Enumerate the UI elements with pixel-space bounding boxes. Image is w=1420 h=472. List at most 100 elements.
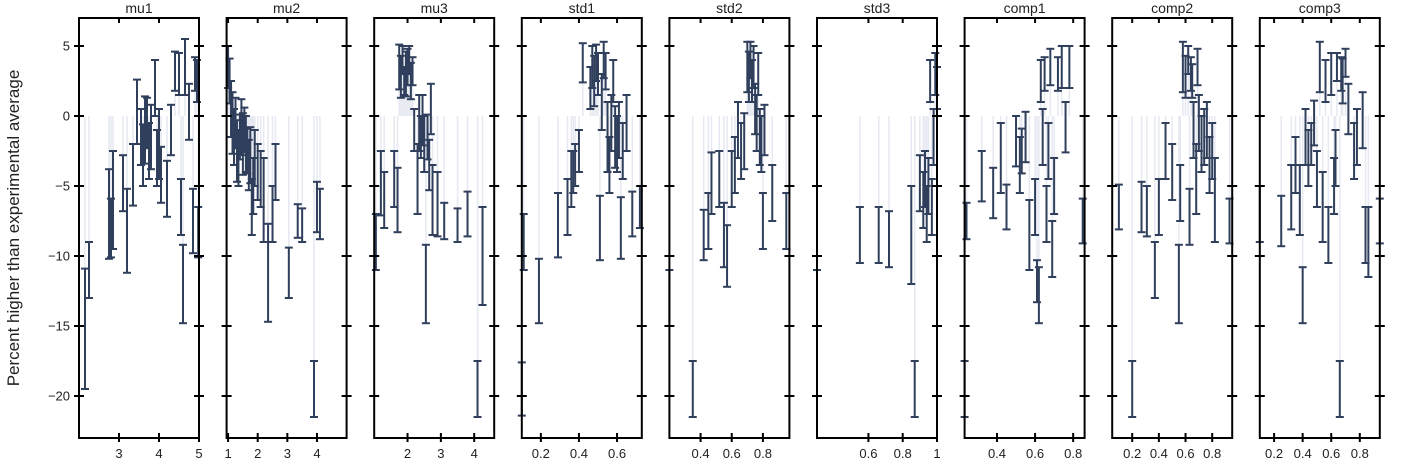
- error-bar: [293, 203, 302, 239]
- x-tick-label: 0.6: [1176, 446, 1194, 461]
- error-bar: [1186, 56, 1195, 92]
- x-tick-label: 5: [195, 446, 202, 461]
- error-bar: [707, 151, 716, 215]
- x-tick-label: 0.4: [1294, 446, 1312, 461]
- error-bar: [478, 206, 487, 306]
- error-bar: [855, 206, 864, 264]
- error-bar: [874, 206, 883, 264]
- error-bar: [109, 150, 117, 250]
- error-bar: [238, 112, 247, 176]
- error-bar: [123, 187, 131, 274]
- error-bar: [1046, 47, 1055, 87]
- error-bar: [433, 171, 442, 238]
- x-tick-label: 0.8: [1203, 446, 1221, 461]
- error-bar: [1031, 178, 1040, 236]
- error-bar: [1287, 164, 1296, 231]
- panel-mu2: 1 2 3 4 mu2: [221, 0, 352, 461]
- error-bar: [440, 201, 449, 241]
- x-tick-label: 0.4: [570, 446, 588, 461]
- error-bar: [1344, 82, 1353, 136]
- error-bar: [595, 194, 604, 262]
- error-bar: [453, 207, 462, 243]
- error-bar: [715, 150, 724, 208]
- error-bar: [1025, 199, 1034, 271]
- error-bar: [428, 164, 437, 236]
- error-bar: [1337, 56, 1346, 92]
- panel-guides: [521, 60, 641, 389]
- x-tick-label: 3: [115, 446, 122, 461]
- error-bar: [758, 192, 767, 250]
- error-bar: [167, 103, 175, 157]
- error-bar: [1036, 59, 1045, 103]
- x-tick-label: 0.8: [754, 446, 772, 461]
- error-bar: [1318, 171, 1327, 243]
- error-bar: [119, 154, 127, 213]
- panel-mu1: 3 4 5 mu1 5 0 −5 −10 −15 −20: [48, 0, 204, 461]
- panel-std1: 0.2 0.4 0.6 std1: [516, 0, 647, 461]
- error-bar: [534, 257, 543, 325]
- error-bar: [310, 360, 319, 418]
- error-bar: [885, 210, 893, 269]
- panel-title: std3: [864, 0, 891, 16]
- error-bar: [1154, 178, 1163, 236]
- panel-frame: [520, 17, 643, 439]
- error-bar: [926, 59, 935, 103]
- error-bar: [571, 143, 580, 187]
- panel-title: mu3: [421, 0, 448, 16]
- x-tick-label: 3: [284, 446, 291, 461]
- error-bar: [371, 213, 380, 271]
- panel-mu3: 2 3 4 mu3: [369, 0, 500, 461]
- error-bar: [1331, 129, 1340, 187]
- x-tick-label: 0.4: [988, 446, 1006, 461]
- error-bar: [578, 42, 587, 84]
- error-bar: [189, 187, 197, 255]
- error-bar: [910, 360, 919, 418]
- panel-title: std1: [569, 0, 596, 16]
- error-bar: [1364, 206, 1373, 278]
- error-bar: [228, 91, 237, 155]
- error-bar: [315, 187, 324, 241]
- x-tick-label: 0.4: [692, 446, 710, 461]
- error-bar: [1358, 91, 1367, 150]
- x-tick-label: 0.6: [723, 446, 741, 461]
- error-bar: [179, 243, 187, 325]
- error-bar: [1210, 157, 1219, 243]
- panel-frame: [78, 17, 200, 439]
- error-bar: [1188, 63, 1197, 99]
- error-bar: [1042, 185, 1051, 243]
- error-bar: [977, 150, 986, 203]
- error-bar: [171, 50, 179, 92]
- error-bar: [1298, 266, 1307, 325]
- error-bar: [1176, 164, 1185, 222]
- y-tick-label: −15: [48, 319, 70, 334]
- error-bar: [177, 178, 185, 236]
- error-bar: [81, 267, 89, 390]
- panel-std2: 0.4 0.6 0.8 std2: [664, 0, 795, 461]
- error-bar: [1291, 136, 1300, 194]
- error-bar: [1168, 143, 1177, 201]
- panel-frame: [1111, 17, 1234, 439]
- error-bar: [473, 360, 482, 418]
- error-bar: [1324, 206, 1333, 264]
- error-bar: [749, 45, 758, 89]
- error-bar: [616, 196, 625, 260]
- error-bar: [271, 143, 280, 201]
- error-bar: [129, 143, 137, 207]
- panel-frame: [668, 17, 791, 439]
- x-tick-label: 4: [155, 446, 162, 461]
- error-bar: [688, 360, 697, 418]
- x-tick-label: 0.2: [532, 446, 550, 461]
- error-bar: [393, 166, 402, 234]
- error-bar: [163, 159, 171, 218]
- y-tick-label: −20: [48, 389, 70, 404]
- error-bar: [1061, 101, 1070, 154]
- error-bar: [105, 168, 113, 260]
- error-bar: [141, 95, 149, 165]
- error-bar: [157, 145, 165, 204]
- x-tick-label: 0.6: [1322, 446, 1340, 461]
- panel-frame: [225, 17, 348, 439]
- error-bar: [1137, 180, 1146, 234]
- panel-comp1: 0.4 0.6 0.8 comp1: [959, 0, 1090, 461]
- error-bar: [133, 78, 141, 145]
